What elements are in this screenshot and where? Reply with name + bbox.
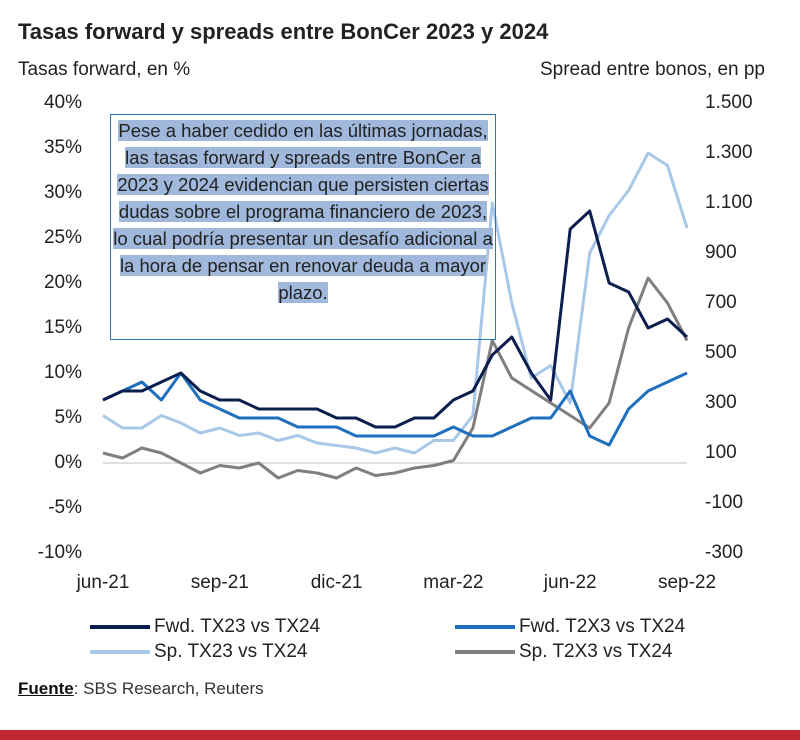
source: Fuente: SBS Research, Reuters bbox=[18, 679, 264, 699]
y2-tick-label: 1.500 bbox=[705, 92, 753, 113]
y2-tick-label: 700 bbox=[705, 292, 737, 313]
legend-label: Sp. TX23 vs TX24 bbox=[154, 641, 308, 662]
y2-tick-label: 900 bbox=[705, 242, 737, 263]
y-tick-label: 0% bbox=[55, 452, 83, 473]
y2-axis-title: Spread entre bonos, en pp bbox=[540, 59, 765, 80]
legend-label: Sp. T2X3 vs TX24 bbox=[519, 641, 673, 662]
annotation-box: Pese a haber cedido en las últimas jorna… bbox=[110, 114, 496, 340]
chart-title: Tasas forward y spreads entre BonCer 202… bbox=[18, 19, 549, 44]
y2-tick-label: 100 bbox=[705, 442, 737, 463]
y2-tick-label: 500 bbox=[705, 342, 737, 363]
y-tick-label: -10% bbox=[38, 542, 82, 563]
y2-tick-label: 300 bbox=[705, 392, 737, 413]
footer-strip bbox=[0, 730, 800, 740]
y-tick-label: 5% bbox=[55, 407, 83, 428]
x-tick-label: dic-21 bbox=[311, 572, 363, 593]
annotation: Pese a haber cedido en las últimas jorna… bbox=[113, 120, 493, 303]
series-line bbox=[102, 151, 689, 455]
x-tick-label: mar-22 bbox=[423, 572, 483, 593]
y-axis-title: Tasas forward, en % bbox=[18, 59, 190, 80]
x-tick-label: jun-21 bbox=[76, 572, 130, 593]
y-tick-label: 35% bbox=[44, 137, 82, 158]
y2-tick-label: -300 bbox=[705, 542, 743, 563]
y-tick-label: 25% bbox=[44, 227, 82, 248]
y-tick-label: -5% bbox=[48, 497, 82, 518]
y-tick-label: 40% bbox=[44, 92, 82, 113]
source-label: Fuente bbox=[18, 679, 74, 698]
y-tick-label: 10% bbox=[44, 362, 82, 383]
legend-label: Fwd. T2X3 vs TX24 bbox=[519, 616, 686, 637]
series-line bbox=[102, 371, 688, 447]
y2-tick-label: 1.300 bbox=[705, 142, 753, 163]
series-line bbox=[102, 276, 689, 480]
x-tick-label: sep-22 bbox=[658, 572, 716, 593]
y-tick-label: 20% bbox=[44, 272, 82, 293]
series-line bbox=[102, 209, 689, 429]
y2-tick-label: -100 bbox=[705, 492, 743, 513]
x-tick-label: jun-22 bbox=[543, 572, 597, 593]
y2-tick-label: 1.100 bbox=[705, 192, 753, 213]
x-tick-label: sep-21 bbox=[191, 572, 249, 593]
y-tick-label: 15% bbox=[44, 317, 82, 338]
source-text: : SBS Research, Reuters bbox=[73, 679, 264, 698]
legend-label: Fwd. TX23 vs TX24 bbox=[154, 616, 321, 637]
y-tick-label: 30% bbox=[44, 182, 82, 203]
